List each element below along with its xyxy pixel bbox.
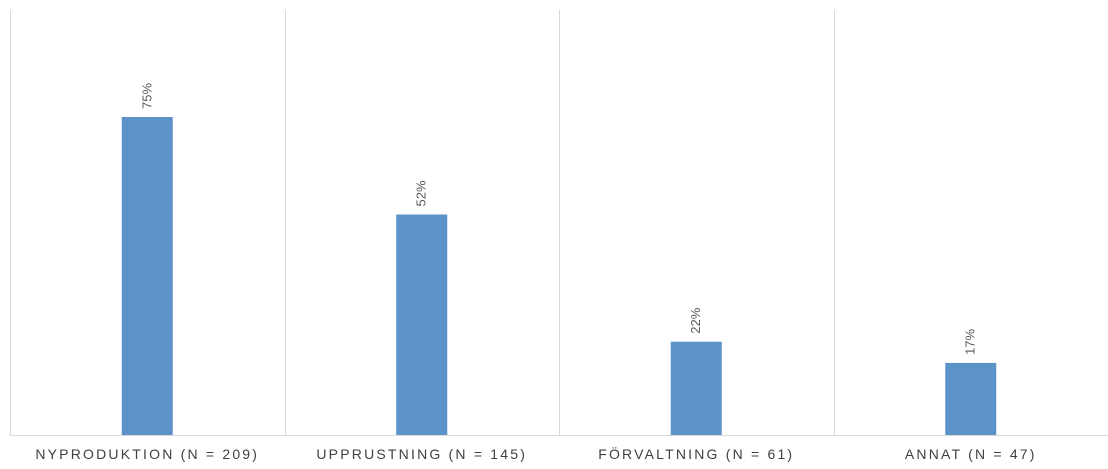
x-tick-label-1: NYPRODUKTION (N = 209) — [35, 446, 259, 462]
bar-2 — [396, 214, 448, 435]
x-tick-labels-layer: NYPRODUKTION (N = 209) UPPRUSTNING (N = 1… — [35, 445, 1037, 462]
bar-3 — [670, 341, 722, 435]
bar-4 — [945, 362, 997, 435]
data-labels-layer: 75% 52% 22% 17% — [139, 83, 978, 355]
data-label-2: 52% — [414, 180, 429, 206]
data-label-3: 22% — [688, 307, 703, 333]
bars-layer — [121, 117, 997, 435]
x-tick-label-3: FÖRVALTNING (N = 61) — [598, 445, 794, 462]
grid-layer — [10, 10, 1108, 436]
data-label-4: 17% — [963, 328, 978, 354]
x-tick-label-2: UPPRUSTNING (N = 145) — [316, 446, 527, 462]
x-tick-label-4: ANNAT (N = 47) — [905, 446, 1037, 462]
bar-1 — [121, 117, 173, 435]
data-label-1: 75% — [139, 83, 154, 109]
